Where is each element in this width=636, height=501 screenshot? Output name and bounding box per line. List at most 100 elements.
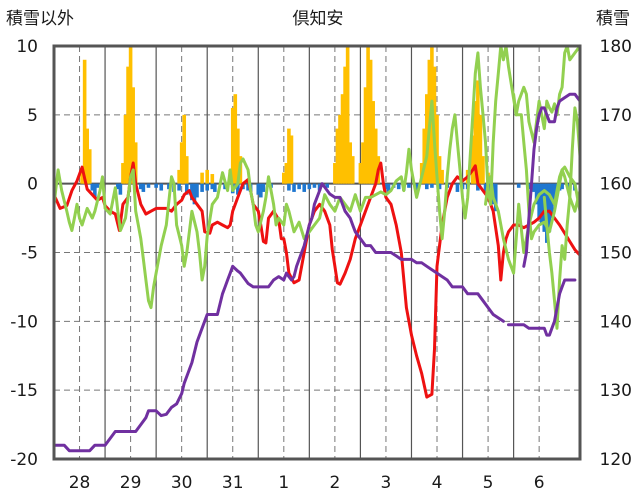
orange-bar (230, 107, 235, 184)
blue-bar (534, 183, 539, 205)
orange-bar (473, 101, 478, 184)
blue-bar (205, 183, 210, 191)
blue-bar (552, 183, 557, 205)
blue-bar (292, 183, 296, 192)
blue-bar (246, 183, 250, 191)
left-tick-label: 0 (27, 175, 38, 195)
orange-bar (422, 128, 427, 184)
orange-bar (200, 172, 204, 184)
orange-bar (437, 156, 442, 184)
orange-bar (363, 87, 368, 184)
orange-bar (210, 174, 215, 184)
blue-bar (307, 183, 312, 190)
blue-bar (455, 183, 460, 192)
right-axis-ticks: 180 170 160 150 140 130 120 (600, 37, 632, 470)
orange-bar (338, 114, 342, 184)
x-tick-label: 30 (171, 473, 193, 493)
orange-bar (128, 46, 133, 184)
blue-bar (527, 183, 531, 190)
chart-title: 倶知安 (293, 9, 344, 29)
blue-bar (259, 183, 263, 198)
right-tick-label: 120 (600, 450, 632, 470)
blue-bar (287, 183, 291, 191)
left-tick-label: 10 (16, 37, 38, 57)
orange-bar (350, 156, 355, 184)
blue-bar (141, 183, 146, 192)
right-tick-label: 180 (600, 37, 632, 57)
series-line (52, 182, 505, 453)
orange-bar (345, 46, 350, 184)
x-tick-label: 29 (120, 473, 142, 493)
blue-bar (159, 183, 164, 191)
blue-bar (213, 183, 217, 192)
left-tick-label: -20 (10, 450, 38, 470)
orange-bar (333, 163, 337, 184)
x-tick-label: 4 (432, 473, 443, 493)
right-tick-label: 130 (600, 381, 632, 401)
blue-bar (256, 183, 261, 195)
right-axis-title: 積雪 (596, 9, 630, 29)
plot-frame (52, 44, 582, 461)
orange-bar (123, 114, 128, 184)
blue-bar (476, 183, 480, 191)
series-line (507, 278, 577, 337)
x-tick-label: 2 (329, 473, 340, 493)
blue-bar (430, 183, 434, 188)
right-tick-label: 140 (600, 312, 632, 332)
left-tick-label: -10 (10, 312, 38, 332)
left-tick-label: -5 (21, 244, 38, 264)
orange-bar (440, 169, 444, 184)
right-tick-label: 160 (600, 175, 632, 195)
blue-bar (261, 183, 266, 192)
blue-bar (177, 183, 181, 191)
orange-bar (289, 135, 294, 184)
orange-bar (358, 163, 363, 184)
blue-bar (424, 183, 429, 190)
orange-bar (287, 128, 291, 184)
orange-bar (126, 66, 130, 184)
left-axis-ticks: 10 5 0 -5 -10 -15 -20 (10, 37, 38, 470)
orange-bar (80, 169, 84, 184)
blue-bar (192, 183, 197, 205)
orange-bar (184, 156, 189, 184)
orange-bar (424, 94, 429, 184)
blue-bar (384, 183, 388, 190)
orange-bar (205, 169, 210, 184)
right-tick-label: 170 (600, 106, 632, 126)
orange-bar (182, 114, 187, 184)
orange-bar (478, 114, 483, 184)
series-line (512, 92, 582, 241)
orange-bar (371, 101, 375, 184)
blue-bar (532, 183, 536, 192)
orange-bar (177, 169, 181, 184)
series-line (484, 165, 582, 275)
left-tick-label: -15 (10, 381, 38, 401)
blue-bar (167, 183, 171, 190)
x-tick-label: 28 (69, 473, 91, 493)
orange-bar (121, 163, 125, 184)
blue-bar (297, 183, 301, 190)
blue-bar (386, 183, 391, 192)
x-tick-label: 31 (222, 473, 244, 493)
left-axis-title: 積雪以外 (6, 9, 74, 29)
x-tick-label: 3 (381, 473, 392, 493)
blue-bar (210, 183, 215, 190)
x-tick-label: 6 (534, 473, 545, 493)
blue-bar (396, 183, 401, 190)
blue-bar (547, 183, 552, 232)
blue-bar (325, 183, 330, 188)
blue-bar (493, 183, 498, 212)
orange-bar (340, 94, 345, 184)
orange-bar (85, 128, 89, 184)
left-tick-label: 5 (27, 106, 38, 126)
blue-bar (516, 183, 521, 188)
blue-bar (302, 183, 307, 192)
orange-bar (179, 142, 184, 184)
blue-bar (414, 183, 419, 191)
blue-bar (407, 183, 411, 188)
orange-bar (131, 87, 135, 184)
right-tick-label: 150 (600, 244, 632, 264)
blue-bar (93, 183, 97, 198)
orange-bar (348, 142, 352, 184)
